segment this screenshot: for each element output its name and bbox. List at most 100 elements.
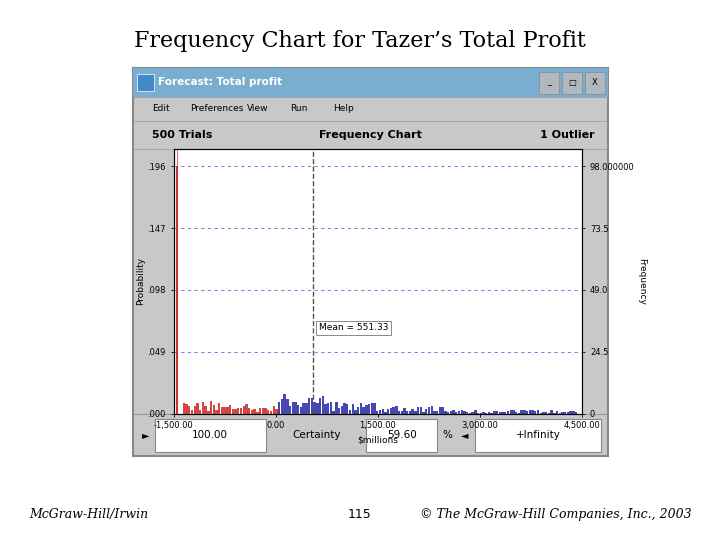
- Bar: [411, 409, 414, 414]
- Bar: [482, 412, 485, 414]
- Bar: [194, 406, 196, 414]
- Bar: [327, 403, 329, 414]
- Bar: [567, 413, 569, 414]
- Bar: [278, 402, 280, 414]
- Bar: [281, 399, 283, 414]
- Bar: [572, 411, 575, 414]
- Bar: [420, 407, 422, 414]
- Text: ◄: ◄: [461, 430, 469, 440]
- Bar: [278, 411, 280, 414]
- Bar: [286, 399, 289, 414]
- Bar: [458, 411, 460, 414]
- Text: Edit: Edit: [152, 104, 170, 113]
- Bar: [384, 412, 387, 414]
- Text: © The McGraw-Hill Companies, Inc., 2003: © The McGraw-Hill Companies, Inc., 2003: [420, 508, 691, 522]
- FancyBboxPatch shape: [539, 72, 559, 93]
- Bar: [493, 411, 495, 414]
- Text: 1 Outlier: 1 Outlier: [539, 130, 594, 140]
- Text: Help: Help: [333, 104, 354, 113]
- Bar: [553, 413, 556, 414]
- Bar: [487, 413, 490, 414]
- Bar: [507, 411, 509, 414]
- Bar: [240, 408, 242, 414]
- Bar: [452, 410, 455, 414]
- Bar: [490, 413, 493, 414]
- Bar: [351, 404, 354, 414]
- Text: □: □: [568, 78, 576, 86]
- Text: Run: Run: [290, 104, 307, 113]
- Y-axis label: Probability: Probability: [135, 257, 145, 305]
- Bar: [310, 397, 313, 414]
- Bar: [428, 407, 431, 414]
- Text: McGraw-Hill/Irwin: McGraw-Hill/Irwin: [29, 508, 148, 522]
- Bar: [395, 406, 397, 414]
- Bar: [267, 410, 269, 414]
- Text: +Infinity: +Infinity: [516, 430, 561, 440]
- FancyBboxPatch shape: [562, 72, 582, 93]
- Y-axis label: Frequency: Frequency: [636, 258, 646, 305]
- Bar: [215, 410, 217, 414]
- Bar: [264, 408, 266, 414]
- Bar: [360, 403, 362, 414]
- Bar: [308, 398, 310, 414]
- Bar: [403, 408, 405, 414]
- Text: 500 Trials: 500 Trials: [152, 130, 212, 140]
- Bar: [469, 413, 471, 414]
- Bar: [191, 410, 193, 414]
- Bar: [400, 411, 403, 414]
- Bar: [474, 410, 477, 414]
- Text: 115: 115: [348, 508, 372, 522]
- Bar: [455, 413, 457, 414]
- Bar: [319, 398, 321, 414]
- Bar: [341, 406, 343, 414]
- Bar: [300, 407, 302, 414]
- Bar: [313, 402, 316, 414]
- FancyBboxPatch shape: [137, 75, 153, 91]
- Bar: [542, 412, 544, 414]
- Bar: [379, 410, 381, 414]
- Bar: [526, 411, 528, 414]
- Bar: [398, 411, 400, 414]
- Bar: [501, 413, 504, 414]
- Text: Frequency Chart for Tazer’s Total Profit: Frequency Chart for Tazer’s Total Profit: [134, 30, 586, 52]
- Text: Frequency Chart: Frequency Chart: [320, 130, 422, 140]
- Bar: [480, 413, 482, 414]
- Bar: [199, 410, 202, 414]
- Bar: [376, 411, 379, 414]
- Bar: [218, 403, 220, 414]
- Text: %: %: [443, 430, 453, 440]
- Bar: [261, 408, 264, 414]
- Bar: [444, 411, 446, 414]
- Bar: [330, 402, 332, 414]
- Bar: [251, 409, 253, 414]
- Bar: [382, 409, 384, 414]
- Bar: [176, 166, 178, 414]
- Bar: [518, 413, 520, 414]
- Bar: [461, 410, 463, 414]
- Text: X: X: [593, 78, 598, 86]
- Bar: [463, 411, 466, 414]
- Bar: [322, 396, 324, 414]
- Text: Forecast: Total profit: Forecast: Total profit: [158, 77, 282, 87]
- Bar: [246, 404, 248, 414]
- Bar: [259, 408, 261, 414]
- FancyBboxPatch shape: [133, 68, 608, 97]
- Bar: [223, 407, 226, 414]
- Bar: [348, 409, 351, 414]
- Bar: [365, 405, 367, 414]
- FancyBboxPatch shape: [585, 72, 605, 93]
- Bar: [499, 411, 501, 414]
- Bar: [515, 412, 518, 414]
- Bar: [226, 407, 228, 414]
- Bar: [210, 401, 212, 414]
- Bar: [539, 413, 542, 414]
- Bar: [485, 413, 487, 414]
- Bar: [305, 403, 307, 414]
- Bar: [374, 403, 376, 414]
- FancyBboxPatch shape: [155, 418, 266, 451]
- Bar: [570, 411, 572, 414]
- Bar: [202, 402, 204, 414]
- Bar: [212, 406, 215, 414]
- Bar: [221, 408, 223, 414]
- Bar: [390, 408, 392, 414]
